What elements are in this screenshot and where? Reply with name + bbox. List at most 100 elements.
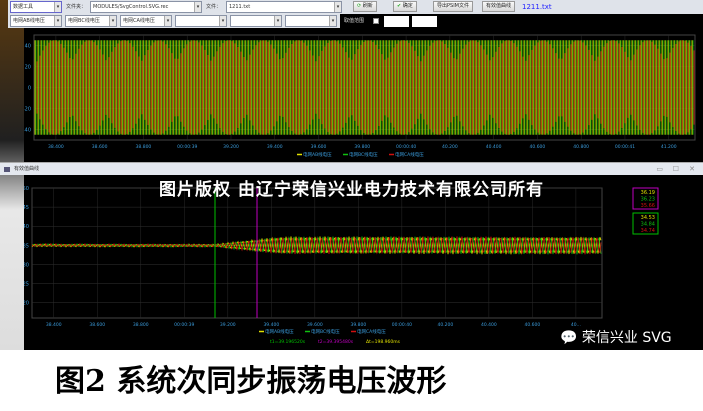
refresh-label: 刷新 [362, 3, 373, 9]
x-tick-label: 38.600 [89, 322, 105, 328]
channel-select-6[interactable]: ▾ [285, 15, 337, 27]
cursor-value: 36.19 [641, 190, 655, 196]
figure-caption: 图2 系统次同步振荡电压波形 [55, 364, 447, 399]
cursor-t2-readout: t2=39.395480s [318, 339, 354, 345]
x-tick-label: 39.600 [307, 322, 323, 328]
cursor-value: 35.66 [641, 203, 655, 209]
y-tick-label: 40 [24, 224, 29, 230]
channel-value: 电网BC线电压 [68, 18, 100, 24]
window-icon [4, 167, 10, 172]
waveform-chart: 40 20 0 -20 -40 38.400 38.600 38.800 00:00:39 39.… [23, 34, 696, 158]
file-select[interactable]: 1211.txt ▾ [226, 1, 342, 13]
chevron-down-icon: ▾ [219, 16, 226, 26]
y-tick-label: 35 [24, 243, 29, 249]
x-tick-label: 40.400 [481, 322, 497, 328]
x-tick-label: 40.200 [437, 322, 453, 328]
check-icon: ✔ [397, 3, 402, 9]
tool-select-value: 数据工具 [13, 4, 34, 10]
range-min-input[interactable] [384, 16, 409, 27]
legend-label: 电网BC线电压 [349, 151, 378, 158]
refresh-button[interactable]: ⟳ 刷新 [353, 1, 377, 12]
channel-select-2[interactable]: 电网BC线电压 ▾ [65, 15, 117, 27]
export-psim-button[interactable]: 导出PSIM文件 [433, 1, 473, 12]
channel-select-1[interactable]: 电网AB线电压 ▾ [10, 15, 62, 27]
folder-select[interactable]: MODULES/SvgControl.SVG.rec ▾ [90, 1, 202, 13]
background-window [0, 0, 24, 350]
channel-select-4[interactable]: ▾ [175, 15, 227, 27]
chevron-down-icon: ▾ [274, 16, 281, 26]
rms-window-titlebar: 有效值曲线 ▭ ☐ ✕ [0, 162, 703, 175]
confirm-label: 确定 [402, 3, 413, 9]
x-tick-label: 00:00:39 [177, 144, 197, 150]
series-ab [31, 236, 602, 255]
x-tick-label: 39.200 [223, 144, 239, 150]
rms-chart: 50 45 40 35 30 25 20 38.400 38.600 38.800 00:00:39… [23, 186, 659, 345]
channel-value: 电网AB线电压 [13, 18, 45, 24]
folder-label: 文件夹： [66, 4, 87, 10]
close-icon[interactable]: ✕ [689, 165, 695, 173]
x-tick-label: 38.400 [48, 144, 64, 150]
range-bar: 取值范围 [340, 14, 703, 28]
cursor1-values-box [632, 212, 659, 235]
legend-label: 电网CA线电压 [395, 151, 424, 158]
x-tick-label: 40... [571, 322, 581, 328]
x-tick-label: 00:00:41 [615, 144, 635, 150]
y-tick-label: -40 [24, 128, 31, 134]
x-tick-label: 38.600 [92, 144, 108, 150]
x-tick-label: 38.800 [136, 144, 152, 150]
cursor2-values-box [632, 187, 659, 210]
brand-logo: 💬 荣信兴业 SVG [560, 330, 672, 347]
x-tick-label: 39.200 [220, 322, 236, 328]
range-label: 取值范围 [344, 18, 365, 24]
x-tick-label: 41.200 [661, 144, 677, 150]
range-max-input[interactable] [412, 16, 437, 27]
cursor-value: 36.23 [641, 197, 655, 203]
minimize-icon[interactable]: ▭ [656, 165, 663, 173]
folder-value: MODULES/SvgControl.SVG.rec [93, 4, 169, 10]
cursor-value: 34.84 [641, 222, 655, 228]
current-file-link[interactable]: 1211.txt [522, 3, 552, 11]
x-tick-label: 00:00:39 [174, 322, 194, 328]
legend-label: 电网CA线电压 [357, 328, 386, 335]
x-tick-label: 38.800 [133, 322, 149, 328]
channel-select-5[interactable]: ▾ [230, 15, 282, 27]
brand-text: 荣信兴业 SVG [581, 330, 672, 346]
waveform-panel: 40 20 0 -20 -40 38.400 38.600 38.800 00:00:39 39.… [23, 28, 703, 162]
refresh-icon: ⟳ [357, 3, 362, 9]
legend-label: 电网BC线电压 [311, 328, 340, 335]
series-ca [36, 40, 695, 135]
y-tick-label: 20 [25, 65, 31, 71]
chevron-down-icon: ▾ [329, 16, 336, 26]
file-value: 1211.txt [229, 4, 251, 10]
rms-window-title: 有效值曲线 [14, 166, 40, 172]
x-tick-label: 40.600 [530, 144, 546, 150]
confirm-button[interactable]: ✔ 确定 [393, 1, 417, 12]
x-tick-label: 40.400 [486, 144, 502, 150]
x-tick-label: 40.800 [573, 144, 589, 150]
legend-label: 电网AB线电压 [303, 151, 332, 158]
range-checkbox[interactable] [373, 18, 379, 24]
x-tick-label: 00:00:40 [392, 322, 412, 328]
legend-label: 电网AB线电压 [265, 328, 294, 335]
tool-select[interactable]: 数据工具 ▾ [10, 1, 62, 13]
x-tick-label: 39.400 [263, 322, 279, 328]
rms-curve-button[interactable]: 有效值曲线 [482, 1, 516, 12]
chevron-down-icon: ▾ [54, 2, 61, 12]
x-tick-label: 39.600 [311, 144, 327, 150]
maximize-icon[interactable]: ☐ [672, 165, 679, 173]
series-ca [31, 235, 602, 255]
wechat-icon: 💬 [560, 330, 578, 346]
y-tick-label: -20 [24, 107, 31, 113]
y-tick-label: 20 [24, 301, 29, 307]
cursor-value: 34.53 [641, 215, 655, 221]
x-tick-label: 39.400 [267, 144, 283, 150]
y-tick-label: 30 [24, 262, 29, 268]
cursor-value: 34.74 [641, 228, 655, 234]
x-tick-label: 38.400 [46, 322, 62, 328]
series-ab [34, 40, 693, 135]
channel-select-3[interactable]: 电网CA线电压 ▾ [120, 15, 172, 27]
chevron-down-icon: ▾ [334, 2, 341, 12]
x-tick-label: 40.200 [442, 144, 458, 150]
x-tick-label: 40.600 [525, 322, 541, 328]
cursor-dt-readout: Δt=198.960ms [366, 339, 401, 345]
